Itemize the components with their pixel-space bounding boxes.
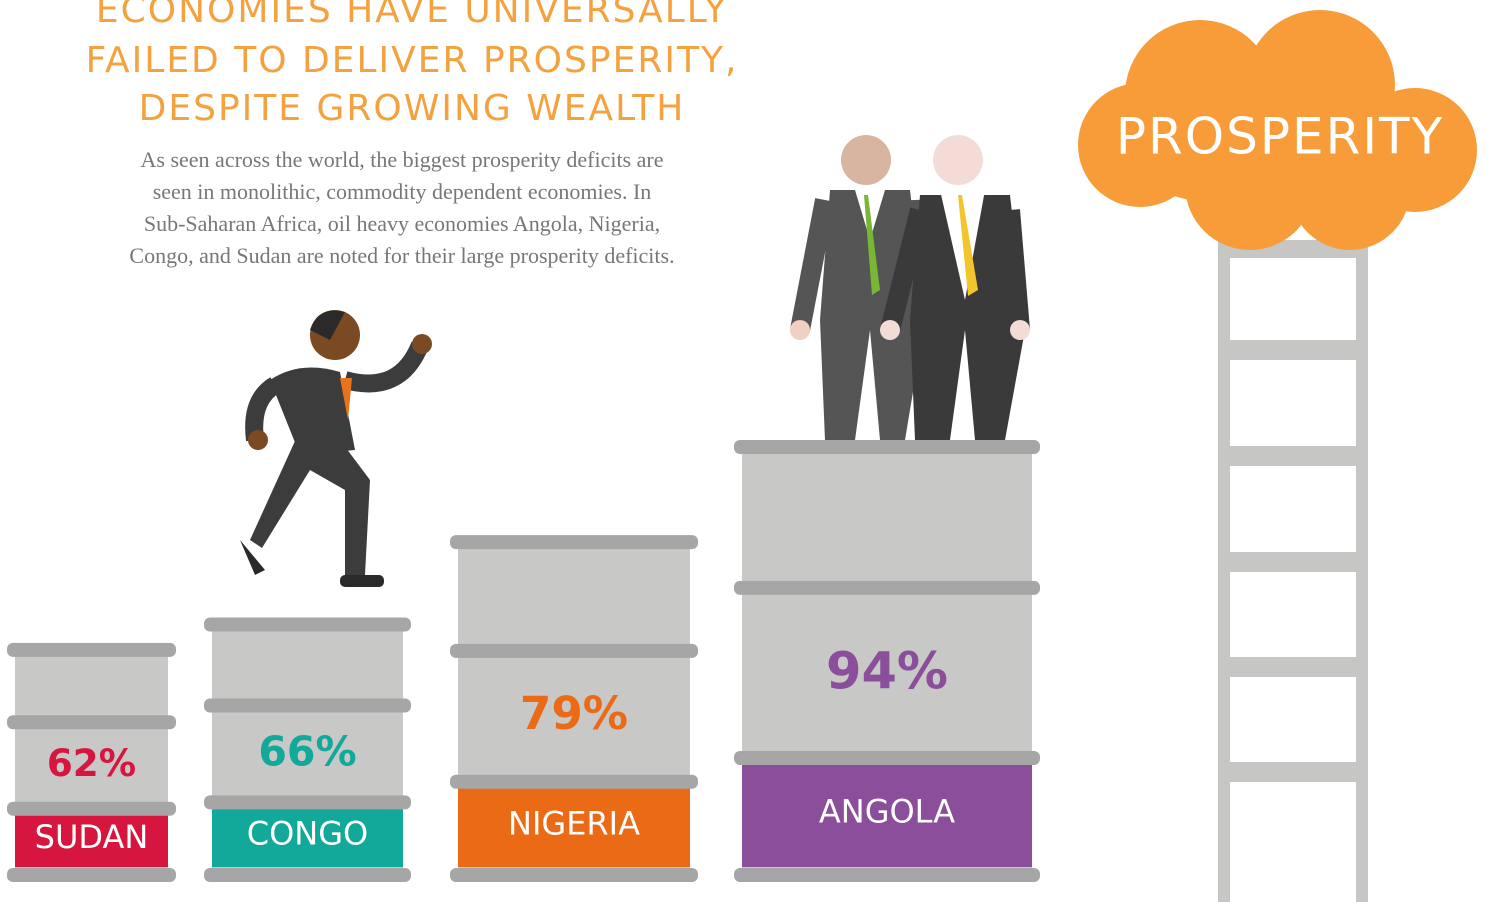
bars: SUDAN 62% CONGO 66% NIGERIA 79% ANGOLA 94% bbox=[7, 440, 1040, 882]
barrel-rim bbox=[204, 698, 411, 712]
category-label: CONGO bbox=[247, 815, 368, 853]
subtitle-line: Congo, and Sudan are noted for their lar… bbox=[129, 243, 674, 268]
cloud-label: PROSPERITY bbox=[1116, 108, 1444, 166]
barrel-rim bbox=[204, 795, 411, 809]
value-label: 66% bbox=[258, 727, 356, 775]
value-label: 79% bbox=[520, 687, 628, 740]
category-label: SUDAN bbox=[35, 818, 149, 856]
value-label: 62% bbox=[47, 741, 136, 785]
title-line: FAILED TO DELIVER PROSPERITY, bbox=[86, 40, 739, 81]
value-label: 94% bbox=[826, 642, 948, 701]
barrel-rim bbox=[450, 868, 698, 882]
barrel-rim bbox=[734, 751, 1040, 765]
barrel-rim bbox=[7, 643, 176, 657]
figure-runner bbox=[240, 310, 432, 587]
category-label: ANGOLA bbox=[819, 793, 955, 831]
barrel-rim bbox=[7, 715, 176, 729]
barrel-rim bbox=[450, 644, 698, 658]
barrel-rim bbox=[204, 618, 411, 632]
barrel-rim bbox=[734, 440, 1040, 454]
barrel-rim bbox=[734, 581, 1040, 595]
subtitle-line: As seen across the world, the biggest pr… bbox=[141, 147, 664, 172]
title-line: DESPITE GROWING WEALTH bbox=[139, 88, 686, 129]
barrel-rim bbox=[450, 535, 698, 549]
infographic: ECONOMIES HAVE UNIVERSALLY FAILED TO DEL… bbox=[0, 0, 1489, 902]
barrel-rim bbox=[204, 868, 411, 882]
barrel-rim bbox=[450, 775, 698, 789]
barrel-rim bbox=[7, 868, 176, 882]
barrel-rim bbox=[7, 802, 176, 816]
ladder bbox=[1218, 235, 1368, 902]
subtitle-line: seen in monolithic, commodity dependent … bbox=[153, 179, 652, 204]
title-line: ECONOMIES HAVE UNIVERSALLY bbox=[96, 0, 728, 31]
figure-pair bbox=[790, 135, 1030, 440]
subtitle-line: Sub-Saharan Africa, oil heavy economies … bbox=[144, 211, 660, 236]
barrel-rim bbox=[734, 868, 1040, 882]
category-label: NIGERIA bbox=[508, 804, 640, 842]
